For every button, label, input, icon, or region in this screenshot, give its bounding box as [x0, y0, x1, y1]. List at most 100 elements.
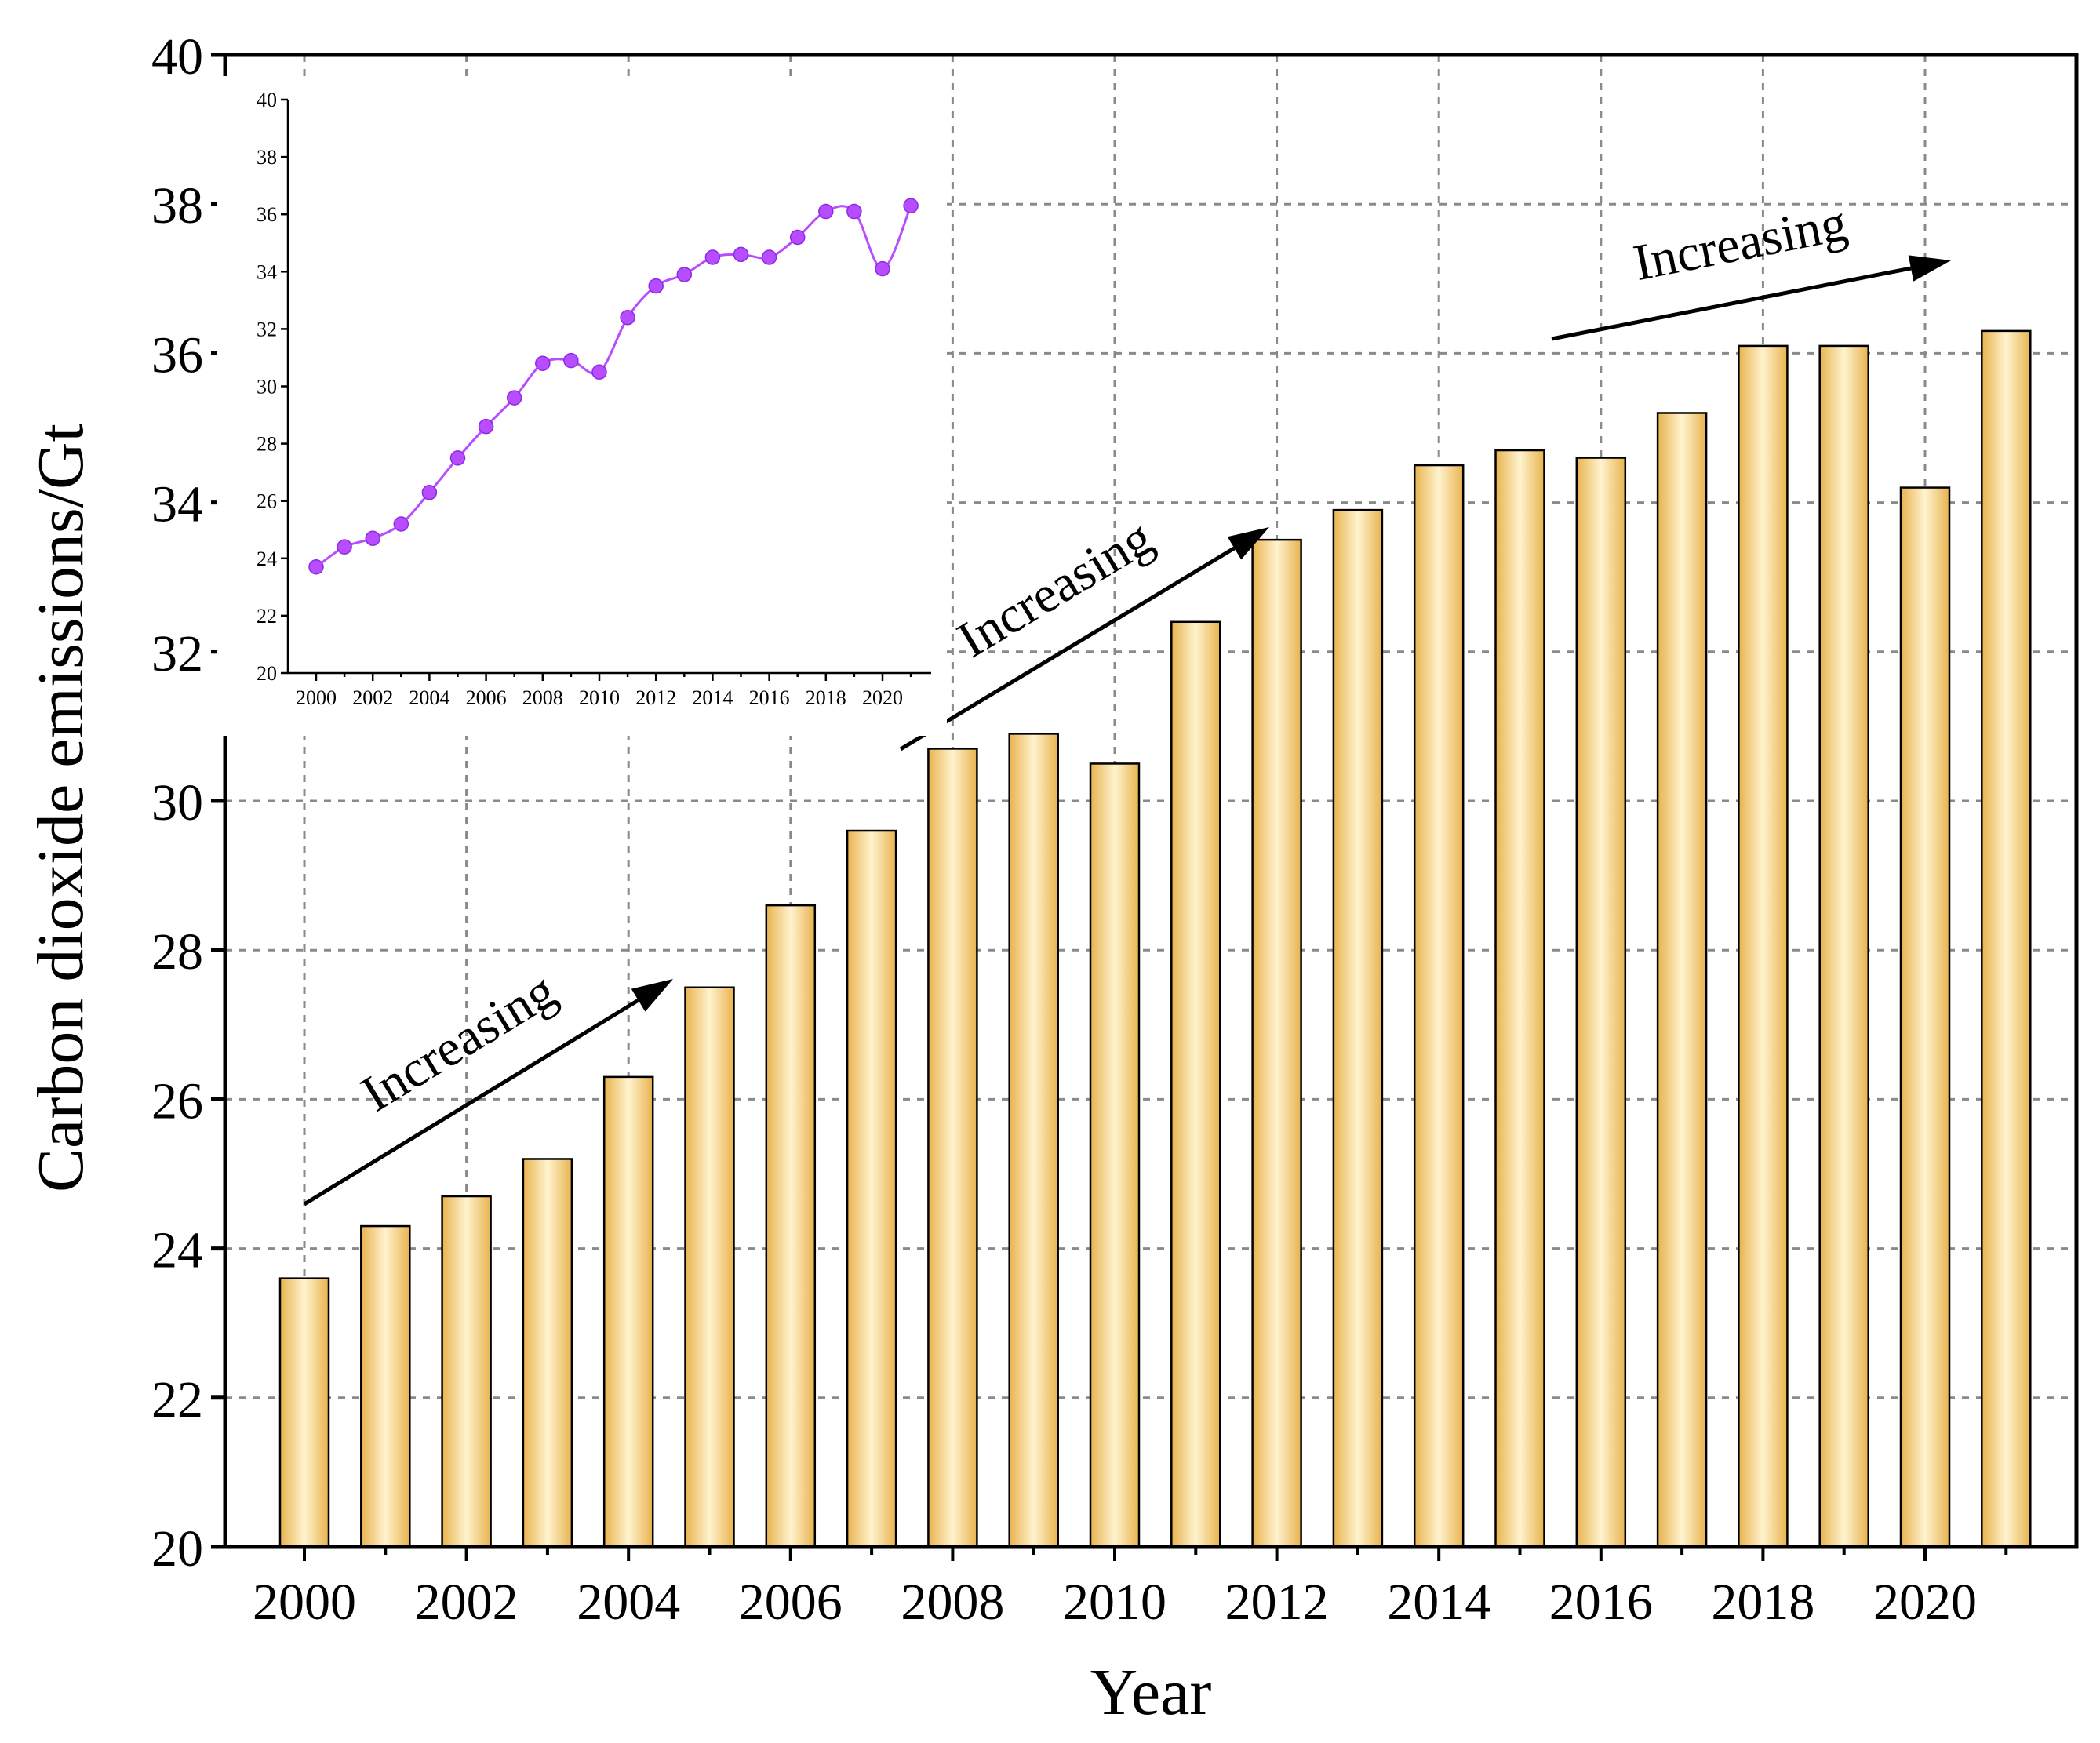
main-axes: [211, 53, 2079, 1561]
inset-y-tick-label: 26: [257, 490, 277, 513]
inset-data-point: [818, 203, 834, 220]
inset-y-tick-label: 38: [257, 146, 277, 169]
y-tick-label: 32: [151, 625, 203, 682]
bar-series: [278, 329, 2032, 1548]
x-tick-label: 2002: [415, 1574, 519, 1631]
y-tick-label: 28: [151, 923, 203, 981]
inset-data-point: [761, 249, 777, 265]
x-tick-label: 2000: [253, 1574, 356, 1631]
inset-x-tick-label: 2006: [466, 686, 507, 709]
y-tick-label: 26: [151, 1072, 203, 1130]
bar: [1251, 538, 1302, 1548]
y-tick-label: 24: [151, 1222, 203, 1279]
inset-background: [217, 76, 947, 736]
inset-data-point: [704, 249, 721, 265]
main-tick-labels: 20 22 24 26 28 30 32 34 36 38 40 2000 2002 2004 2006 20…: [151, 28, 1977, 1631]
inset-series-points: [308, 198, 919, 575]
inset-data-point: [620, 310, 635, 326]
inset-x-tick-label: 2018: [806, 686, 846, 709]
inset-x-tick-label: 2004: [409, 686, 449, 709]
bar: [278, 1277, 330, 1548]
y-tick-label: 40: [151, 28, 203, 86]
inset-x-tick-label: 2008: [522, 686, 563, 709]
bar: [1170, 620, 1221, 1548]
inset-y-tick-label: 28: [257, 433, 277, 456]
x-tick-label: 2010: [1063, 1574, 1166, 1631]
inset-axes: [281, 98, 931, 681]
x-tick-label: 2020: [1873, 1574, 1977, 1631]
inset-x-tick-label: 2016: [749, 686, 790, 709]
y-tick-label: 20: [151, 1520, 203, 1577]
bar: [1575, 457, 1627, 1548]
bar: [1899, 486, 1951, 1548]
inset-data-point: [365, 530, 380, 546]
bar: [927, 748, 978, 1548]
y-tick-label: 34: [151, 476, 203, 533]
x-tick-label: 2012: [1225, 1574, 1329, 1631]
trend-arrow-head: [631, 979, 673, 1012]
inset-data-point: [903, 198, 919, 213]
inset-y-tick-label: 24: [257, 548, 277, 570]
inset-data-point: [875, 260, 890, 277]
inset-x-tick-label: 2012: [635, 686, 676, 709]
inset-data-point: [563, 352, 579, 369]
inset-data-point: [591, 364, 607, 380]
x-tick-label: 2016: [1549, 1574, 1653, 1631]
inset-line-chart: 20 22 24 26 28 30 32 34 36 38 40 2000 2002 2004 2006 20…: [217, 76, 947, 736]
y-axis-label: Carbon dioxide emissions/Gt: [24, 424, 97, 1192]
inset-y-tick-label: 36: [257, 203, 277, 226]
inset-y-tick-label: 20: [257, 662, 277, 685]
y-tick-label: 22: [151, 1371, 203, 1428]
x-tick-label: 2018: [1711, 1574, 1814, 1631]
bar: [1656, 412, 1708, 1548]
x-tick-label: 2008: [901, 1574, 1004, 1631]
x-tick-label: 2006: [739, 1574, 843, 1631]
inset-data-point: [393, 516, 409, 532]
inset-data-point: [733, 246, 749, 263]
bar: [1413, 464, 1465, 1548]
y-tick-label: 30: [151, 774, 203, 831]
bar: [602, 1075, 654, 1548]
inset-data-point: [535, 355, 551, 372]
bar: [441, 1195, 492, 1548]
trend-annotation-label: Increasing: [1629, 195, 1851, 293]
y-tick-label: 36: [151, 326, 203, 384]
inset-y-tick-label: 34: [257, 260, 277, 283]
inset-x-tick-label: 2000: [296, 686, 337, 709]
bar: [1818, 344, 1869, 1548]
trend-arrow-shaft: [303, 998, 639, 1206]
bar: [846, 829, 897, 1548]
bar: [684, 986, 735, 1548]
inset-y-tick-label: 32: [257, 318, 277, 340]
inset-tick-labels: 20 22 24 26 28 30 32 34 36 38 40 2000 2002 2004 2006 20…: [257, 89, 903, 709]
trend-annotation-label: Increasing: [351, 962, 566, 1123]
inset-gridlines: [217, 76, 947, 736]
trend-annotation-label: Increasing: [948, 508, 1163, 668]
inset-data-point: [676, 267, 693, 282]
trend-arrow-shaft: [899, 546, 1236, 751]
inset-x-tick-label: 2002: [352, 686, 393, 709]
y-tick-label: 38: [151, 177, 203, 235]
x-tick-label: 2004: [577, 1574, 680, 1631]
inset-y-tick-label: 30: [257, 376, 277, 398]
inset-y-tick-label: 22: [257, 605, 277, 628]
trend-arrow-head: [1908, 255, 1951, 282]
inset-data-point: [648, 278, 664, 294]
bar: [1332, 508, 1384, 1548]
inset-y-tick-label: 40: [257, 89, 277, 111]
inset-data-point: [846, 203, 862, 220]
inset-x-tick-label: 2020: [862, 686, 903, 709]
inset-data-point: [337, 539, 352, 555]
inset-data-point: [506, 390, 522, 406]
inset-data-point: [449, 450, 466, 466]
bar: [522, 1158, 573, 1548]
trend-arrow-shaft: [1551, 266, 1912, 341]
bar: [765, 904, 817, 1548]
bar: [1494, 449, 1545, 1548]
bar: [1089, 762, 1141, 1548]
inset-x-tick-label: 2014: [692, 686, 733, 709]
trend-arrow-head: [1227, 527, 1269, 560]
inset-data-point: [421, 484, 438, 500]
inset-data-point: [478, 418, 494, 435]
